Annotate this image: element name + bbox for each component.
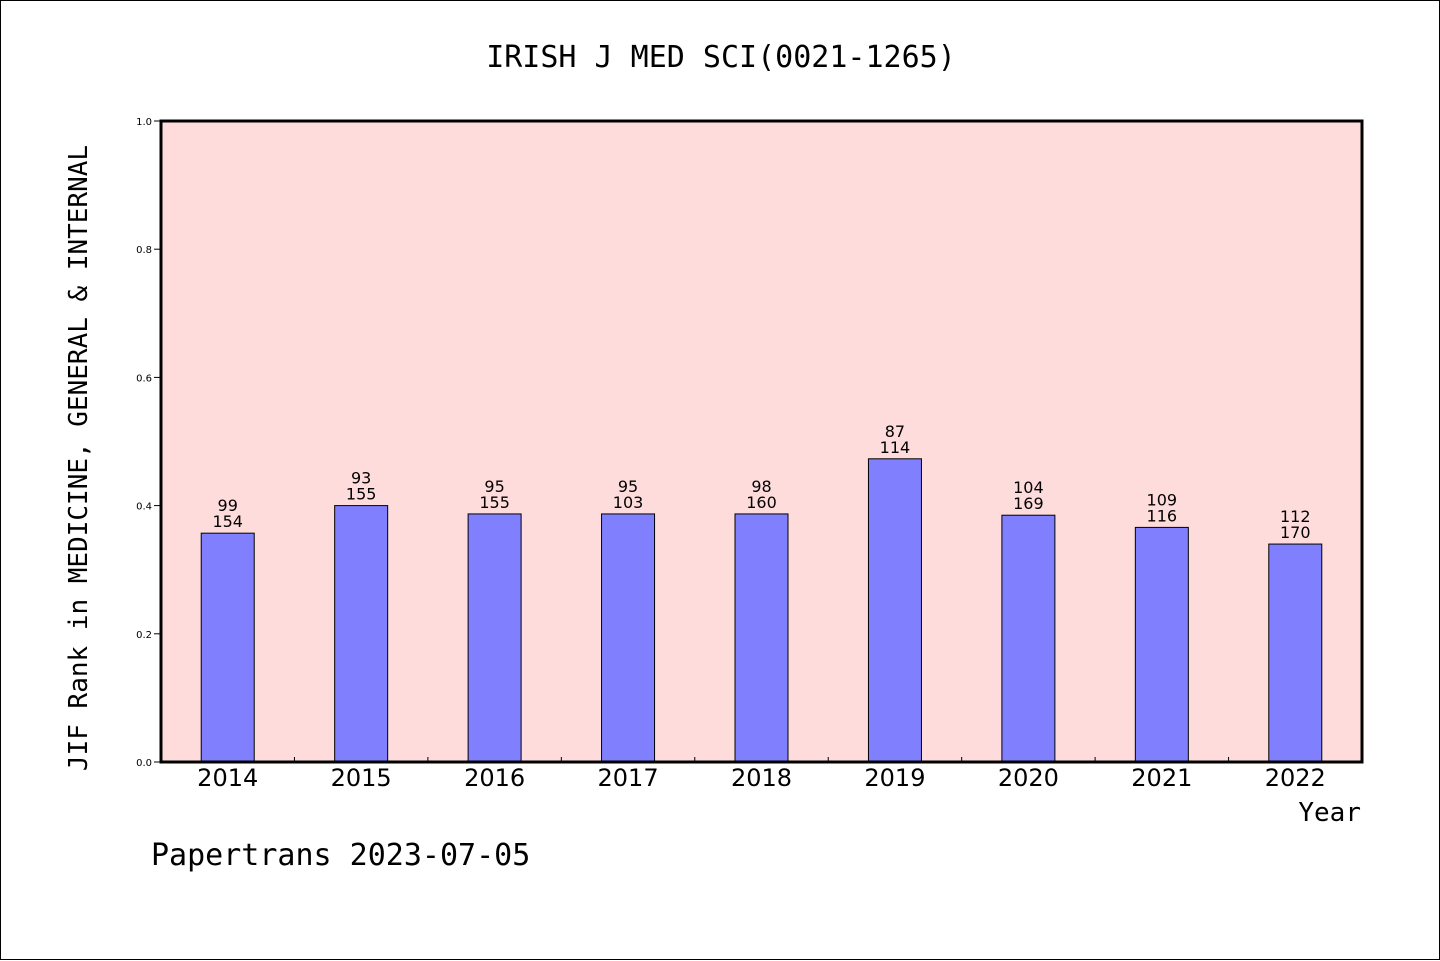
bar-rank-label: 93 [351, 469, 371, 488]
bar-2015 [334, 505, 389, 763]
bar-total-label: 170 [1280, 523, 1311, 542]
x-tick-label: 2021 [1131, 764, 1192, 792]
bar-total-label: 169 [1013, 494, 1044, 513]
footer-credit: Papertrans 2023-07-05 [151, 838, 530, 873]
bar-rank-label: 112 [1280, 507, 1311, 526]
plot-border [159, 119, 1364, 764]
bar-total-label: 155 [479, 493, 510, 512]
bar-total-label: 116 [1147, 506, 1178, 525]
bar-2019 [867, 458, 922, 763]
bar-2021 [1134, 526, 1189, 763]
bar-rank-label: 87 [885, 422, 905, 441]
y-axis: 0.0 0.2 0.4 0.6 0.8 1.0 [136, 117, 161, 769]
y-tick-label: 0.2 [136, 630, 152, 641]
bar-2020 [1001, 514, 1056, 763]
bar-rank-label: 99 [218, 496, 238, 515]
y-tick-label: 0.6 [136, 373, 152, 384]
x-tick-label: 2016 [464, 764, 525, 792]
y-tick-label: 0.8 [136, 245, 152, 256]
x-tick-label: 2022 [1265, 764, 1326, 792]
x-axis: 2014 2015 2016 2017 2018 2019 2020 2021 2022 [197, 757, 1326, 792]
bar-rank-label: 109 [1147, 490, 1178, 509]
bar-rank-label: 95 [484, 477, 504, 496]
bar-2014 [200, 532, 255, 763]
y-axis-label: JIF Rank in MEDICINE, GENERAL & INTERNAL [64, 145, 94, 771]
y-tick-label: 0.4 [136, 502, 152, 513]
x-tick-label: 2020 [998, 764, 1059, 792]
x-tick-label: 2018 [731, 764, 792, 792]
bar-total-label: 103 [613, 493, 644, 512]
bar-rank-label: 104 [1013, 478, 1044, 497]
bar-rank-label: 98 [751, 477, 771, 496]
chart-title: IRISH J MED SCI(0021-1265) [486, 40, 956, 75]
y-tick-label: 1.0 [136, 117, 152, 128]
x-axis-label: Year [1298, 798, 1361, 828]
bar-total-label: 155 [346, 485, 377, 504]
x-tick-label: 2019 [864, 764, 925, 792]
x-tick-label: 2014 [197, 764, 258, 792]
bars-group [200, 458, 1323, 763]
bar-total-label: 154 [212, 512, 243, 531]
bar-2018 [734, 513, 789, 763]
bar-total-label: 160 [746, 493, 777, 512]
x-tick-label: 2017 [598, 764, 659, 792]
bar-2022 [1268, 543, 1323, 763]
bar-2017 [601, 513, 656, 763]
x-tick-label: 2015 [331, 764, 392, 792]
y-tick-label: 0.0 [136, 758, 152, 769]
bar-total-label: 114 [880, 438, 911, 457]
bar-rank-label: 95 [618, 477, 638, 496]
bar-2016 [467, 513, 522, 763]
